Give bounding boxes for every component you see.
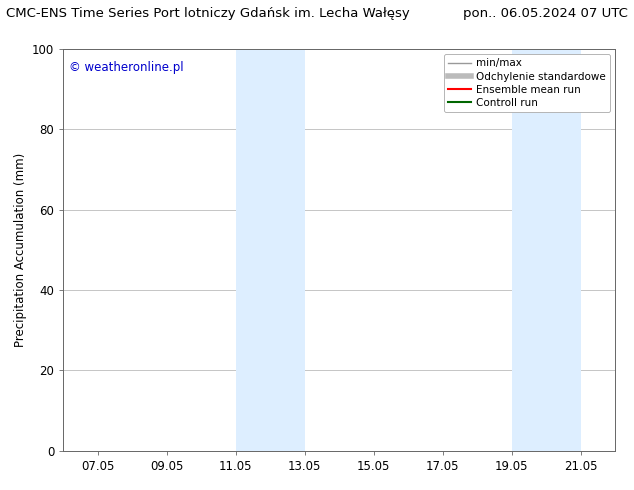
Y-axis label: Precipitation Accumulation (mm): Precipitation Accumulation (mm) [13,153,27,347]
Text: pon.. 06.05.2024 07 UTC: pon.. 06.05.2024 07 UTC [463,7,628,21]
Text: © weatheronline.pl: © weatheronline.pl [69,61,183,74]
Text: CMC-ENS Time Series Port lotniczy Gdańsk im. Lecha Wałęsy: CMC-ENS Time Series Port lotniczy Gdańsk… [6,7,410,21]
Bar [512,49,581,451]
Legend: min/max, Odchylenie standardowe, Ensemble mean run, Controll run: min/max, Odchylenie standardowe, Ensembl… [444,54,610,112]
Bar [236,49,305,451]
